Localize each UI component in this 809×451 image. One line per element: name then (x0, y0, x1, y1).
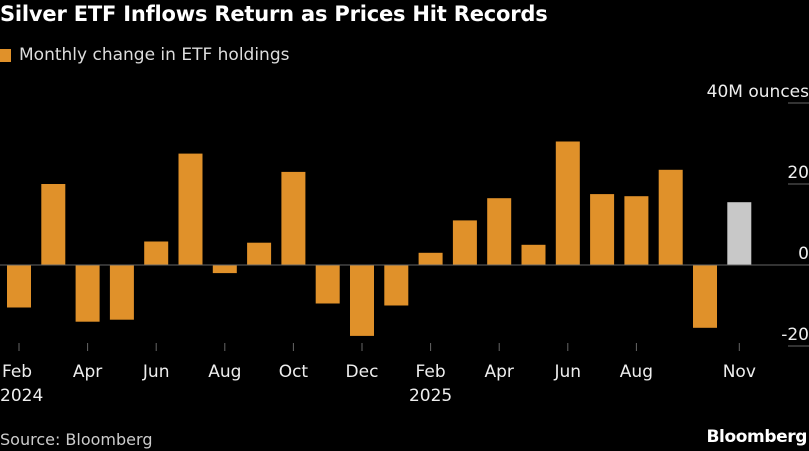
bar-2025-02 (418, 252, 443, 265)
x-tick-label: Aug (208, 362, 241, 382)
x-tick-label: Dec (346, 362, 379, 382)
bar-2024-10 (281, 171, 306, 265)
bar-2025-04 (487, 198, 512, 265)
x-tick-label: Feb (2, 362, 32, 382)
bar-2024-06 (144, 241, 169, 265)
bar-2024-11 (315, 265, 340, 304)
bars-group (7, 141, 752, 336)
bar-2025-09 (658, 169, 683, 265)
bar-2025-06 (555, 141, 580, 265)
source-note: Source: Bloomberg (0, 430, 153, 449)
y-tick-label: 20 (787, 163, 809, 183)
bar-2024-09 (247, 242, 272, 265)
bar-2025-07 (590, 194, 615, 265)
bar-2024-08 (212, 265, 237, 274)
y-tick-label: -20 (781, 325, 809, 345)
y-tick-label: 0 (798, 244, 809, 264)
x-tick-label: Jun (554, 362, 582, 382)
bar-2025-08 (624, 196, 649, 265)
x-axis: Feb 2024 Apr Jun Aug Oct Dec Feb 2025 Apr Jun Aug No… (0, 343, 756, 406)
x-tick-label: Aug (620, 362, 653, 382)
bar-2025-11 (727, 202, 752, 265)
x-tick-label: Jun (142, 362, 170, 382)
y-axis: 20 0 -20 40M ounces (707, 82, 809, 347)
y-axis-unit-label: 40M ounces (707, 82, 809, 102)
bar-2024-04 (75, 265, 100, 322)
legend: Monthly change in ETF holdings (0, 45, 289, 65)
bar-2024-03 (41, 184, 66, 265)
bar-2024-07 (178, 153, 203, 265)
bloomberg-logo: Bloomberg (706, 427, 807, 447)
bar-2025-05 (521, 244, 546, 266)
x-tick-year-label: 2024 (0, 386, 43, 406)
x-tick-label: Nov (723, 362, 756, 382)
x-tick-label: Apr (484, 362, 513, 382)
legend-label: Monthly change in ETF holdings (19, 45, 290, 65)
bar-2025-03 (452, 220, 477, 265)
x-tick-label: Feb (416, 362, 446, 382)
bar-2025-01 (384, 265, 409, 306)
x-tick-year-label: 2025 (409, 386, 452, 406)
bar-2024-12 (350, 265, 374, 336)
x-tick-label: Oct (279, 362, 309, 382)
bar-2024-05 (109, 265, 134, 320)
chart-title: Silver ETF Inflows Return as Prices Hit … (0, 2, 548, 26)
bar-2025-10 (693, 265, 717, 328)
x-tick-label: Apr (73, 362, 102, 382)
legend-swatch (0, 48, 11, 62)
bar-2024-02 (7, 265, 31, 308)
